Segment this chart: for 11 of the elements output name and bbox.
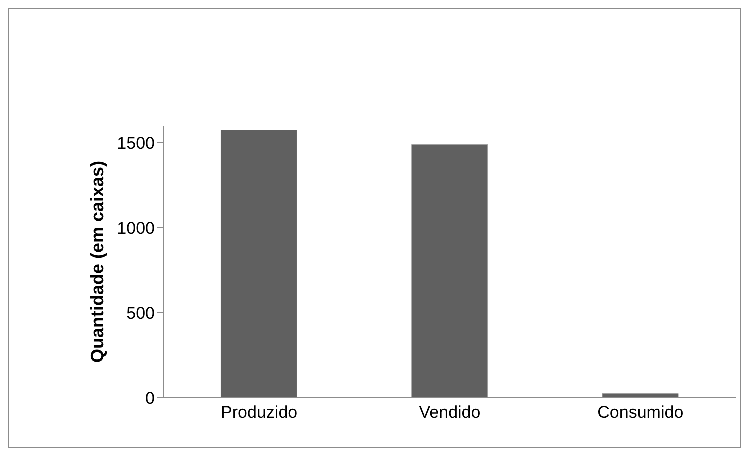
y-tick-label: 1500 xyxy=(117,134,155,154)
y-tick-label: 500 xyxy=(126,304,155,324)
bar xyxy=(602,394,679,398)
x-tick-label: Vendido xyxy=(419,403,481,422)
x-tick-label: Consumido xyxy=(598,403,684,422)
y-tick-label: 0 xyxy=(146,389,155,408)
bar xyxy=(220,130,298,398)
x-tick-label: Produzido xyxy=(221,403,298,422)
y-axis-title: Quantidade (em caixas) xyxy=(87,160,108,364)
y-tick-label: 1000 xyxy=(117,219,155,238)
bar xyxy=(412,144,488,398)
